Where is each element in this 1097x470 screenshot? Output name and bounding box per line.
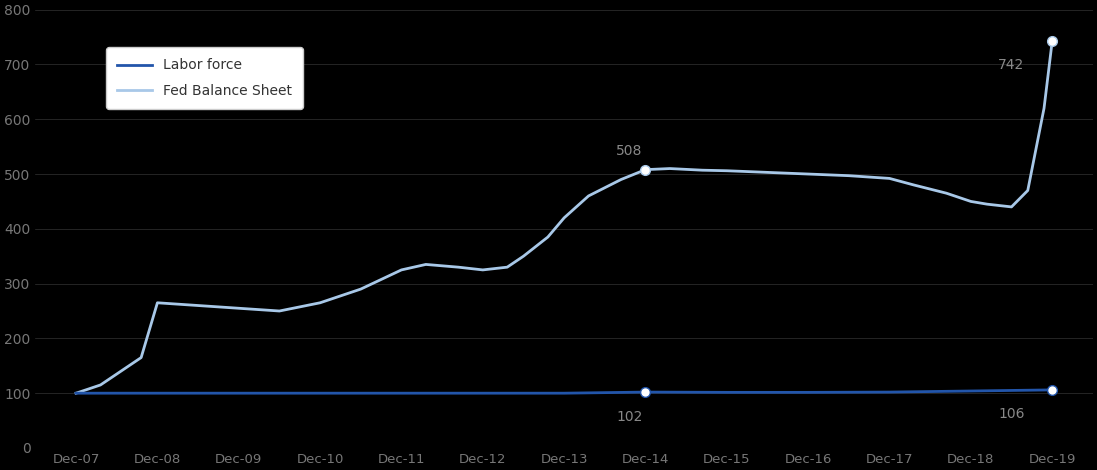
Labor force (802, 390, 815, 395)
Fed Balance Sheet (695, 167, 709, 173)
Labor force (69, 391, 82, 396)
Fed Balance Sheet (940, 190, 953, 196)
Fed Balance Sheet (761, 170, 774, 175)
Fed Balance Sheet (1038, 105, 1051, 111)
Fed Balance Sheet (354, 286, 367, 292)
Text: 106: 106 (998, 407, 1025, 422)
Fed Balance Sheet (802, 171, 815, 177)
Fed Balance Sheet (192, 303, 205, 308)
Line: Fed Balance Sheet: Fed Balance Sheet (76, 41, 1052, 393)
Legend: Labor force, Fed Balance Sheet: Labor force, Fed Balance Sheet (105, 47, 303, 109)
Fed Balance Sheet (517, 253, 530, 259)
Labor force (964, 388, 977, 394)
Labor force (721, 390, 734, 395)
Labor force (557, 391, 570, 396)
Fed Balance Sheet (638, 167, 652, 172)
Labor force (883, 389, 896, 395)
Fed Balance Sheet (664, 166, 677, 172)
Fed Balance Sheet (395, 267, 408, 273)
Fed Balance Sheet (476, 267, 489, 273)
Fed Balance Sheet (150, 300, 163, 306)
Fed Balance Sheet (541, 234, 554, 240)
Labor force (233, 391, 246, 396)
Labor force (638, 389, 652, 395)
Fed Balance Sheet (614, 177, 627, 182)
Fed Balance Sheet (1021, 188, 1034, 193)
Fed Balance Sheet (907, 182, 920, 188)
Line: Labor force: Labor force (76, 390, 1052, 393)
Labor force (150, 391, 163, 396)
Fed Balance Sheet (94, 382, 108, 388)
Fed Balance Sheet (419, 262, 432, 267)
Fed Balance Sheet (69, 391, 82, 396)
Fed Balance Sheet (581, 193, 595, 199)
Text: 508: 508 (617, 144, 643, 157)
Fed Balance Sheet (883, 176, 896, 181)
Fed Balance Sheet (557, 215, 570, 221)
Text: 742: 742 (998, 58, 1025, 72)
Fed Balance Sheet (964, 199, 977, 204)
Fed Balance Sheet (135, 355, 148, 360)
Fed Balance Sheet (500, 264, 513, 270)
Fed Balance Sheet (721, 168, 734, 173)
Fed Balance Sheet (981, 201, 994, 207)
Text: 102: 102 (617, 410, 643, 423)
Fed Balance Sheet (1045, 39, 1059, 44)
Labor force (1045, 387, 1059, 393)
Labor force (395, 391, 408, 396)
Fed Balance Sheet (842, 173, 856, 179)
Labor force (476, 391, 489, 396)
Fed Balance Sheet (314, 300, 327, 306)
Fed Balance Sheet (452, 264, 465, 270)
Labor force (314, 391, 327, 396)
Fed Balance Sheet (1005, 204, 1018, 210)
Fed Balance Sheet (233, 306, 246, 311)
Fed Balance Sheet (273, 308, 286, 314)
